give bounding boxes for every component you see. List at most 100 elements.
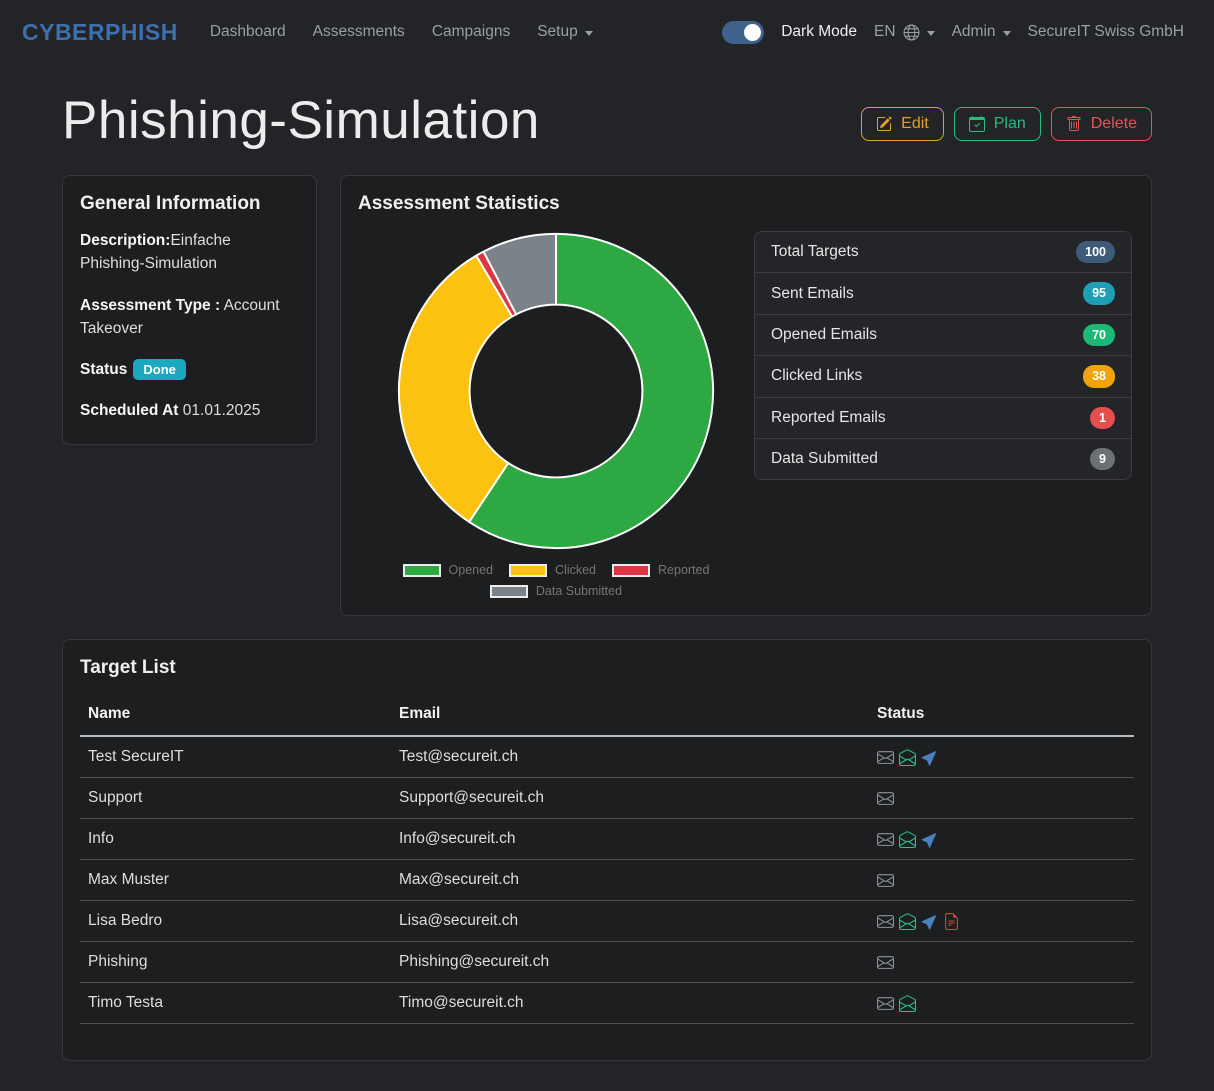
description-value: Einfache Phishing-Simulation xyxy=(80,232,231,273)
stat-value-badge: 38 xyxy=(1083,365,1115,388)
legend-label: Data Submitted xyxy=(535,584,623,598)
language-code: EN xyxy=(874,23,896,40)
stat-row: Opened Emails 70 xyxy=(755,314,1131,357)
target-list-title: Target List xyxy=(80,657,176,678)
admin-menu[interactable]: Admin xyxy=(952,23,1011,41)
envelope-open-icon xyxy=(899,994,916,1012)
stats-list: Total Targets 100 Sent Emails 95 Opened Emai… xyxy=(754,231,1132,481)
envelope-open-icon xyxy=(899,912,916,930)
nav-item-label: Setup xyxy=(537,23,578,40)
stat-value-badge: 1 xyxy=(1090,406,1115,429)
legend-label: Clicked xyxy=(555,563,597,577)
edit-button-label: Edit xyxy=(901,114,929,132)
legend-item-reported[interactable]: Reported xyxy=(612,563,709,577)
stat-row: Clicked Links 38 xyxy=(755,356,1131,398)
nav-item-label: Dashboard xyxy=(209,23,286,40)
brand-logo[interactable]: CYBERPHISH xyxy=(22,18,178,45)
target-name: Info xyxy=(80,818,391,860)
legend-swatch xyxy=(509,563,548,577)
scheduled-field: Scheduled At 01.01.2025 xyxy=(80,399,299,422)
table-row: Support Support@secureit.ch xyxy=(80,777,1134,819)
nav-menu: Dashboard Assessments Campaigns Setup xyxy=(210,23,593,41)
assessment-statistics-title: Assessment Statistics xyxy=(358,193,560,214)
target-status xyxy=(869,982,1134,1024)
page-header: Phishing-Simulation Edit Plan Delete xyxy=(62,90,1152,151)
general-info-card: General Information Description:Einfache… xyxy=(62,175,317,445)
column-header-name: Name xyxy=(80,693,391,737)
caret-down-icon xyxy=(584,30,593,36)
target-name: Max Muster xyxy=(80,859,391,901)
legend-swatch xyxy=(402,563,441,577)
stat-row: Reported Emails 1 xyxy=(755,397,1131,439)
table-row: Max Muster Max@secureit.ch xyxy=(80,859,1134,901)
toggle-knob xyxy=(744,23,762,41)
calendar-check-icon xyxy=(968,115,985,132)
donut-segment-opened xyxy=(468,232,715,550)
edit-button[interactable]: Edit xyxy=(861,106,944,141)
legend-item-opened[interactable]: Opened xyxy=(402,563,494,577)
target-list-card: Target List Name Email Status Test Secur… xyxy=(62,639,1152,1061)
donut-segment-clicked xyxy=(397,254,514,523)
stat-value-badge: 95 xyxy=(1083,282,1115,305)
navbar: CYBERPHISH Dashboard Assessments Campaigns… xyxy=(0,0,1214,64)
caret-down-icon xyxy=(926,30,935,36)
cursor-icon xyxy=(921,913,938,930)
column-header-status: Status xyxy=(869,693,1134,737)
caret-down-icon xyxy=(1002,30,1011,36)
dark-mode-toggle[interactable] xyxy=(722,20,765,44)
plan-button-label: Plan xyxy=(993,114,1026,132)
envelope-icon xyxy=(877,872,894,889)
target-name: Lisa Bedro xyxy=(80,900,391,942)
nav-item-setup[interactable]: Setup xyxy=(537,23,593,41)
tenant-name: SecureIT Swiss GmbH xyxy=(1027,23,1184,40)
envelope-open-icon xyxy=(899,830,916,848)
pencil-square-icon xyxy=(876,115,892,132)
target-email: Timo@secureit.ch xyxy=(391,982,869,1024)
globe-icon xyxy=(903,24,920,41)
envelope-icon xyxy=(877,831,894,848)
target-status xyxy=(869,900,1134,942)
nav-item-assessments[interactable]: Assessments xyxy=(313,23,405,41)
target-name: Phishing xyxy=(80,941,391,983)
stat-value-badge: 70 xyxy=(1083,323,1115,347)
target-email: Phishing@secureit.ch xyxy=(391,941,869,983)
legend-swatch xyxy=(612,563,651,577)
assessment-statistics-card: Assessment Statistics Opened Clicked Repor… xyxy=(340,175,1152,616)
assessment-type-field: Assessment Type : Account Takeover xyxy=(80,294,299,341)
nav-item-dashboard[interactable]: Dashboard xyxy=(210,23,286,41)
trash-icon xyxy=(1066,115,1082,132)
legend-item-clicked[interactable]: Clicked xyxy=(509,563,596,577)
plan-button[interactable]: Plan xyxy=(953,106,1041,141)
delete-button[interactable]: Delete xyxy=(1050,106,1152,141)
envelope-icon xyxy=(877,790,894,807)
legend-item-data-submitted[interactable]: Data Submitted xyxy=(489,584,623,598)
description-field: Description:Einfache Phishing-Simulation xyxy=(80,229,299,276)
target-email: Lisa@secureit.ch xyxy=(391,900,869,942)
stat-label: Clicked Links xyxy=(771,367,863,385)
table-row: Phishing Phishing@secureit.ch xyxy=(80,941,1134,983)
table-row: Timo Testa Timo@secureit.ch xyxy=(80,982,1134,1024)
chart-legend: Opened Clicked Reported Data Submitted xyxy=(386,563,726,598)
target-email: Max@secureit.ch xyxy=(391,859,869,901)
donut-chart xyxy=(397,232,715,550)
status-badge: Done xyxy=(133,359,186,380)
file-earmark-text-icon xyxy=(943,912,960,930)
target-name: Timo Testa xyxy=(80,982,391,1024)
page-actions: Edit Plan Delete xyxy=(861,106,1152,141)
table-row: Info Info@secureit.ch xyxy=(80,818,1134,860)
stat-row: Sent Emails 95 xyxy=(755,273,1131,315)
general-info-title: General Information xyxy=(80,193,261,214)
envelope-icon xyxy=(877,913,894,930)
target-status xyxy=(869,859,1134,901)
target-status xyxy=(869,736,1134,778)
legend-label: Opened xyxy=(448,563,494,577)
target-status xyxy=(869,818,1134,860)
envelope-open-icon xyxy=(899,748,916,766)
target-email: Info@secureit.ch xyxy=(391,818,869,860)
target-status xyxy=(869,777,1134,819)
language-menu[interactable]: EN xyxy=(874,23,935,41)
stat-label: Reported Emails xyxy=(771,408,886,426)
target-email: Support@secureit.ch xyxy=(391,777,869,819)
nav-item-campaigns[interactable]: Campaigns xyxy=(432,23,510,41)
target-status xyxy=(869,941,1134,983)
